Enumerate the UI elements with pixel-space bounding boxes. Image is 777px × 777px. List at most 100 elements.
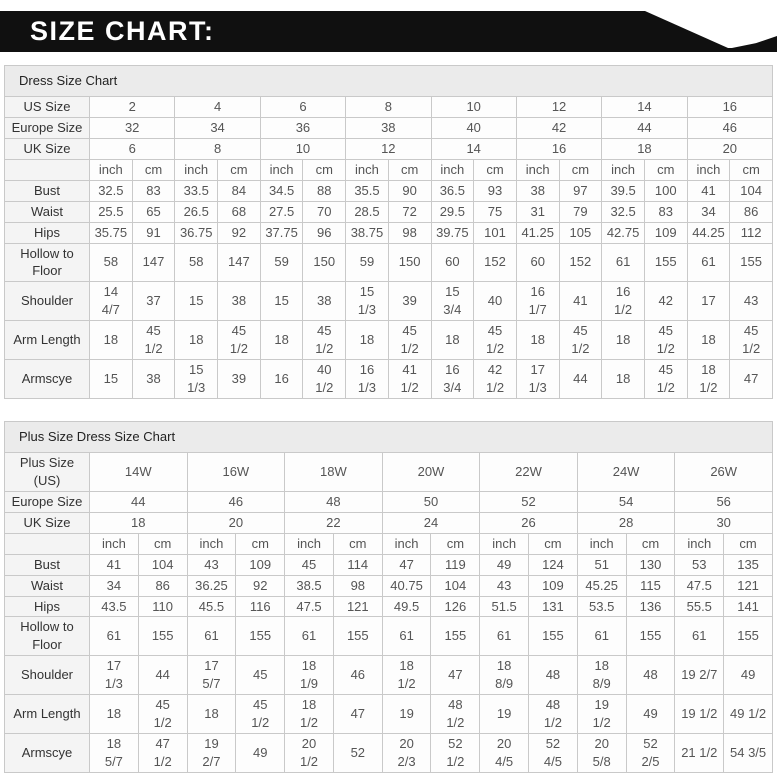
size-value-cell: 48 bbox=[284, 490, 383, 513]
measure-cell: 155 bbox=[625, 616, 676, 657]
measure-cell: 109 bbox=[235, 553, 286, 576]
row-label: Europe Size bbox=[4, 116, 90, 139]
row-label: Armscye bbox=[4, 733, 90, 773]
unit-cell: cm bbox=[131, 158, 176, 181]
measure-cell: 39.5 bbox=[601, 179, 645, 202]
measure-cell: 36.5 bbox=[430, 179, 475, 202]
measure-cell: 18 1/2 bbox=[381, 655, 432, 696]
measure-cell: 86 bbox=[729, 200, 773, 223]
measure-cell: 88 bbox=[302, 179, 347, 202]
measure-cell: 45 bbox=[284, 553, 334, 576]
measure-cell: 155 bbox=[723, 616, 773, 657]
row-label: UK Size bbox=[4, 137, 90, 160]
measure-cell: 18 bbox=[430, 320, 475, 361]
size-value-cell: 18W bbox=[284, 451, 383, 492]
measure-cell: 18 bbox=[515, 320, 560, 361]
measure-cell: 126 bbox=[430, 595, 481, 618]
measure-cell: 19 1/2 bbox=[674, 694, 725, 735]
row-label: Hollow to Floor bbox=[4, 242, 90, 283]
measure-cell: 61 bbox=[479, 616, 530, 657]
measure-cell: 84 bbox=[217, 179, 261, 202]
dress-size-chart: Dress Size Chart US Size 2 4 6 8 10 12 14 16 Europ… bbox=[4, 65, 774, 399]
unit-cell: cm bbox=[558, 158, 603, 181]
measure-cell: 18 bbox=[174, 320, 219, 361]
unit-cell: cm bbox=[332, 532, 383, 555]
measure-cell: 101 bbox=[473, 221, 517, 244]
measure-cell: 45 1/2 bbox=[235, 694, 286, 735]
row-label: Bust bbox=[4, 179, 90, 202]
unit-row: inch cm inch cm inch cm inch cm inch cm inch cm inch… bbox=[4, 532, 773, 555]
measure-cell: 38.5 bbox=[284, 574, 334, 597]
measure-cell: 55.5 bbox=[674, 595, 725, 618]
measure-cell: 15 bbox=[259, 281, 304, 322]
row-label: Shoulder bbox=[4, 281, 90, 322]
size-value-cell: 18 bbox=[89, 511, 188, 534]
measure-cell: 61 bbox=[674, 616, 725, 657]
measure-cell: 43.5 bbox=[89, 595, 139, 618]
table-caption: Dress Size Chart bbox=[4, 65, 773, 97]
unit-cell: inch bbox=[186, 532, 237, 555]
measure-cell: 52 bbox=[332, 733, 383, 773]
unit-cell: cm bbox=[217, 158, 261, 181]
measure-cell: 147 bbox=[131, 242, 176, 283]
unit-cell: inch bbox=[259, 158, 304, 181]
measure-cell: 35.75 bbox=[89, 221, 133, 244]
plus-size-dress-size-chart: Plus Size Dress Size Chart Plus Size (US)… bbox=[4, 421, 773, 773]
measure-cell: 17 5/7 bbox=[186, 655, 237, 696]
caption-row: Dress Size Chart bbox=[4, 65, 773, 97]
measure-cell: 136 bbox=[625, 595, 676, 618]
unit-cell: inch bbox=[89, 532, 139, 555]
measure-cell: 19 bbox=[381, 694, 432, 735]
measure-cell: 96 bbox=[302, 221, 347, 244]
measure-row: Armscye 15 38 15 1/3 39 16 40 1/2 16 1/3 41 1/2 1… bbox=[4, 359, 773, 399]
size-chart-banner: SIZE CHART: bbox=[0, 0, 777, 57]
measure-cell: 44 bbox=[558, 359, 603, 399]
unit-cell: inch bbox=[515, 158, 560, 181]
measure-cell: 58 bbox=[89, 242, 133, 283]
measure-row: Shoulder 17 1/3 44 17 5/7 45 18 1/9 46 18 1/2 47… bbox=[4, 655, 773, 696]
measure-cell: 14 4/7 bbox=[89, 281, 133, 322]
unit-cell: cm bbox=[302, 158, 347, 181]
measure-cell: 20 2/3 bbox=[381, 733, 432, 773]
measure-cell: 51.5 bbox=[479, 595, 530, 618]
size-value-cell: 10 bbox=[259, 137, 347, 160]
measure-cell: 130 bbox=[625, 553, 676, 576]
measure-cell: 48 bbox=[528, 655, 578, 696]
size-value-cell: 26W bbox=[674, 451, 773, 492]
measure-cell: 68 bbox=[217, 200, 261, 223]
measure-cell: 75 bbox=[473, 200, 517, 223]
measure-cell: 51 bbox=[576, 553, 627, 576]
unit-cell: cm bbox=[625, 532, 676, 555]
measure-cell: 54 3/5 bbox=[723, 733, 773, 773]
size-value-cell: 36 bbox=[259, 116, 347, 139]
measure-row: Hollow to Floor 61 155 61 155 61 155 61 155 61 155… bbox=[4, 616, 773, 657]
row-label: Shoulder bbox=[4, 655, 90, 696]
measure-cell: 45 1/2 bbox=[217, 320, 261, 361]
size-value-cell: 16 bbox=[686, 95, 774, 118]
measure-cell: 121 bbox=[723, 574, 773, 597]
measure-cell: 155 bbox=[235, 616, 286, 657]
measure-cell: 44.25 bbox=[686, 221, 731, 244]
measure-cell: 48 bbox=[625, 655, 676, 696]
measure-cell: 18 bbox=[686, 320, 731, 361]
measure-cell: 105 bbox=[558, 221, 603, 244]
measure-cell: 40.75 bbox=[381, 574, 432, 597]
measure-cell: 104 bbox=[137, 553, 188, 576]
measure-cell: 44 bbox=[137, 655, 188, 696]
measure-cell: 114 bbox=[332, 553, 383, 576]
size-value-cell: 6 bbox=[259, 95, 347, 118]
measure-cell: 49.5 bbox=[381, 595, 432, 618]
size-value-cell: 4 bbox=[174, 95, 261, 118]
size-value-cell: 46 bbox=[186, 490, 286, 513]
unit-cell: cm bbox=[643, 158, 688, 181]
measure-cell: 16 bbox=[259, 359, 304, 399]
measure-cell: 45.25 bbox=[576, 574, 627, 597]
unit-cell: inch bbox=[674, 532, 725, 555]
measure-cell: 124 bbox=[528, 553, 578, 576]
measure-row: Hollow to Floor 58 147 58 147 59 150 59 150 60 152… bbox=[4, 242, 773, 283]
unit-cell: inch bbox=[479, 532, 530, 555]
measure-cell: 90 bbox=[387, 179, 432, 202]
size-value-cell: 24 bbox=[381, 511, 481, 534]
measure-cell: 109 bbox=[528, 574, 578, 597]
size-row: UK Size 6 8 10 12 14 16 18 20 bbox=[4, 137, 774, 160]
